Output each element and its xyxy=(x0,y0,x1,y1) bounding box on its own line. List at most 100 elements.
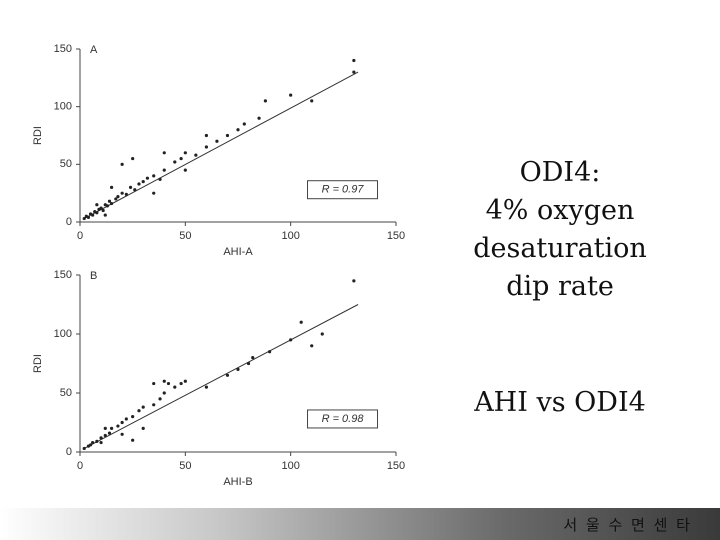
point xyxy=(124,417,128,421)
point xyxy=(236,367,240,371)
desc-line: dip rate xyxy=(506,271,614,302)
point xyxy=(128,185,133,189)
footer-bar xyxy=(0,508,720,540)
point xyxy=(158,397,162,401)
point xyxy=(141,405,145,409)
x-tick-label: 0 xyxy=(77,460,83,472)
point xyxy=(116,195,120,199)
point xyxy=(162,168,166,172)
point xyxy=(183,379,187,383)
y-tick-label: 150 xyxy=(54,269,72,281)
point xyxy=(103,426,107,430)
desc-line: 4% oxygen xyxy=(485,195,635,226)
point xyxy=(82,446,86,451)
point xyxy=(99,436,103,440)
charts: 0 50 100 150 0 50 100 150 AHI-A RDI A R = 0.97 0 50 10… xyxy=(32,43,405,488)
point xyxy=(91,213,95,217)
point xyxy=(268,350,272,354)
y-axis-label: RDI xyxy=(32,354,44,373)
point xyxy=(158,177,162,181)
x-tick-label: 50 xyxy=(179,460,191,472)
point xyxy=(352,58,356,63)
annotation: R = 0.98 xyxy=(322,413,365,425)
point xyxy=(120,420,124,425)
point xyxy=(103,433,107,438)
point xyxy=(204,133,208,138)
point xyxy=(131,415,135,419)
point xyxy=(310,99,314,103)
point xyxy=(91,440,95,445)
x-axis-label: AHI-B xyxy=(223,476,252,488)
point xyxy=(141,180,145,184)
point xyxy=(141,426,145,430)
point xyxy=(95,211,99,215)
y-tick-label: 50 xyxy=(60,387,72,399)
point xyxy=(299,320,303,324)
x-tick-label: 100 xyxy=(281,230,299,242)
point xyxy=(103,213,107,217)
point xyxy=(137,182,141,186)
point xyxy=(166,381,171,386)
point xyxy=(88,443,93,447)
point xyxy=(225,133,230,138)
point xyxy=(120,191,124,195)
point xyxy=(162,379,166,383)
point xyxy=(204,385,208,389)
point xyxy=(162,391,166,395)
desc-line: ODI4: xyxy=(519,157,601,188)
point xyxy=(120,432,124,436)
point xyxy=(179,381,183,386)
point xyxy=(107,431,112,435)
point xyxy=(246,361,251,366)
y-tick-label: 50 xyxy=(60,158,72,170)
point xyxy=(124,192,128,196)
point xyxy=(257,116,261,120)
x-tick-label: 150 xyxy=(387,230,405,242)
point xyxy=(236,128,240,132)
point xyxy=(204,145,208,149)
point xyxy=(162,151,166,155)
panel-label: A xyxy=(90,44,98,56)
point xyxy=(152,403,156,407)
point xyxy=(152,174,156,178)
point xyxy=(99,440,103,445)
trend-line xyxy=(83,304,359,449)
point xyxy=(116,424,120,428)
x-tick-label: 0 xyxy=(77,230,83,242)
y-tick-label: 0 xyxy=(66,446,72,458)
point xyxy=(173,385,177,389)
point xyxy=(320,332,324,336)
point xyxy=(95,439,99,443)
point xyxy=(145,176,150,180)
x-tick-label: 50 xyxy=(179,230,191,242)
annotation: R = 0.97 xyxy=(322,184,365,196)
point xyxy=(225,373,230,377)
point xyxy=(120,162,124,166)
point xyxy=(99,206,103,210)
point xyxy=(110,426,114,430)
point xyxy=(105,204,109,208)
point xyxy=(131,156,135,161)
y-tick-label: 150 xyxy=(54,43,72,55)
trend-line xyxy=(83,71,359,219)
point xyxy=(131,438,135,442)
point xyxy=(110,185,114,189)
point xyxy=(251,356,255,360)
point xyxy=(289,338,293,342)
point xyxy=(183,151,187,155)
point xyxy=(179,156,183,161)
y-axis-label: RDI xyxy=(32,126,44,145)
x-tick-label: 100 xyxy=(281,460,299,472)
point xyxy=(101,208,105,213)
point xyxy=(152,191,156,195)
point xyxy=(95,203,99,207)
point xyxy=(289,93,293,97)
x-axis-label: AHI-A xyxy=(223,246,253,258)
point xyxy=(152,381,156,386)
point xyxy=(110,201,114,206)
panel-label: B xyxy=(90,270,97,282)
point xyxy=(82,216,86,221)
point xyxy=(133,188,137,192)
desc-line: desaturation xyxy=(473,233,647,264)
